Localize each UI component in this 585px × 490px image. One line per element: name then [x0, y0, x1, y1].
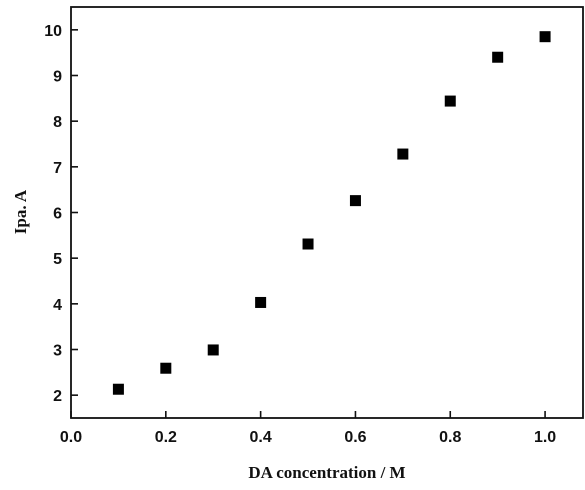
data-point — [302, 238, 314, 250]
data-point — [349, 195, 361, 207]
y-tick-label: 5 — [53, 251, 62, 268]
y-tick-label: 10 — [44, 23, 62, 40]
x-tick-label: 0.8 — [439, 429, 461, 446]
data-point — [539, 31, 551, 43]
y-axis-label: Ipa. A — [11, 189, 30, 234]
y-axis-ticks: 2 3 4 5 6 7 8 9 10 — [44, 23, 78, 405]
data-point — [112, 383, 124, 395]
data-point — [255, 296, 267, 308]
y-tick-label: 2 — [53, 388, 62, 405]
y-tick-label: 3 — [53, 343, 62, 360]
data-point — [160, 362, 172, 374]
x-axis-label: DA concentration / M — [248, 463, 405, 482]
x-tick-label: 0.0 — [60, 429, 82, 446]
x-axis-ticks: 0.0 0.2 0.4 0.6 0.8 1.0 — [60, 411, 556, 446]
y-tick-label: 8 — [53, 114, 62, 131]
x-tick-label: 1.0 — [534, 429, 556, 446]
data-points — [112, 31, 551, 395]
data-point — [397, 148, 409, 160]
x-tick-label: 0.4 — [250, 429, 272, 446]
y-tick-label: 4 — [53, 297, 62, 314]
y-tick-label: 6 — [53, 206, 62, 223]
y-tick-label: 9 — [53, 69, 62, 86]
y-tick-label: 7 — [53, 160, 62, 177]
data-point — [492, 51, 504, 63]
data-point — [444, 95, 456, 107]
x-tick-label: 0.2 — [155, 429, 177, 446]
plot-frame — [70, 6, 584, 419]
x-tick-label: 0.6 — [344, 429, 366, 446]
data-point — [207, 344, 219, 356]
